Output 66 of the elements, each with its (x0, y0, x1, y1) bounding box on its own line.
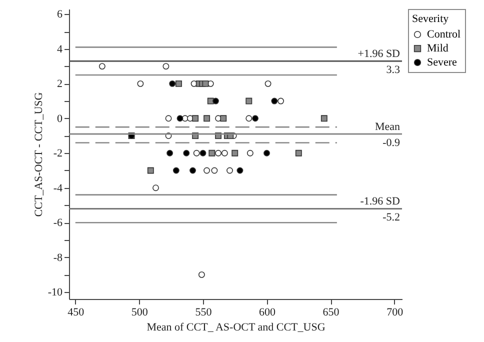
legend-title: Severity (412, 13, 450, 25)
point (204, 167, 210, 174)
point (212, 98, 219, 104)
point (278, 98, 284, 104)
point (236, 167, 244, 174)
x-tick-label: 700 (386, 306, 404, 318)
point (137, 80, 144, 87)
annotation: -0.9 (382, 137, 400, 150)
point (183, 150, 190, 156)
point (172, 167, 180, 174)
point (169, 80, 176, 87)
point (152, 184, 159, 192)
x-tick-label: 600 (259, 306, 276, 318)
point (193, 150, 200, 156)
point (190, 167, 196, 174)
point (252, 115, 259, 122)
y-tick-label: -8 (53, 252, 63, 264)
point (295, 150, 302, 156)
point (192, 115, 199, 122)
point (226, 167, 233, 174)
x-axis-title: Mean of CCT_ AS-OCT and CCT_USG (146, 322, 326, 334)
point (147, 167, 154, 174)
point (211, 167, 218, 174)
point (220, 115, 227, 122)
y-tick-label: -6 (53, 217, 63, 230)
legend-label: Control (427, 28, 461, 40)
y-axis-title: CCT_AS-OCT - CCT_USG (32, 92, 45, 217)
y-tick-label: 2 (57, 78, 62, 90)
y-tick-label: -2 (53, 148, 62, 160)
point (246, 115, 252, 122)
point (200, 150, 206, 156)
point (264, 80, 272, 87)
point (232, 150, 238, 156)
point (246, 150, 254, 156)
y-tick-label: 4 (57, 43, 63, 56)
point (162, 63, 170, 70)
point (166, 150, 174, 156)
point (202, 80, 209, 87)
point (208, 150, 216, 156)
point (264, 150, 270, 156)
annotation: -5.2 (382, 212, 400, 224)
y-tick-label: -4 (53, 182, 63, 194)
point (165, 115, 172, 122)
x-tick-label: 650 (322, 306, 340, 318)
x-tick-label: 500 (131, 306, 148, 318)
point (320, 115, 328, 122)
x-tick-label: 450 (68, 306, 85, 318)
point (204, 115, 210, 122)
point (246, 98, 252, 104)
ref-line-label: +1.96 SD (358, 48, 400, 60)
y-tick-label: 6 (57, 8, 63, 21)
point (198, 271, 205, 278)
x-tick-label: 550 (195, 306, 212, 318)
y-tick-label: 0 (57, 112, 63, 125)
legend-label: Mild (427, 42, 449, 54)
point (221, 150, 228, 156)
point (271, 98, 278, 104)
ref-line-label: Mean (374, 121, 400, 134)
y-tick-label: -10 (48, 286, 63, 299)
legend-label: Severe (427, 56, 458, 68)
ref-line-label: -1.96 SD (360, 196, 400, 208)
point (175, 80, 182, 87)
point (215, 150, 222, 156)
point (176, 115, 184, 122)
point (98, 63, 106, 70)
annotation: 3.3 (386, 64, 400, 76)
